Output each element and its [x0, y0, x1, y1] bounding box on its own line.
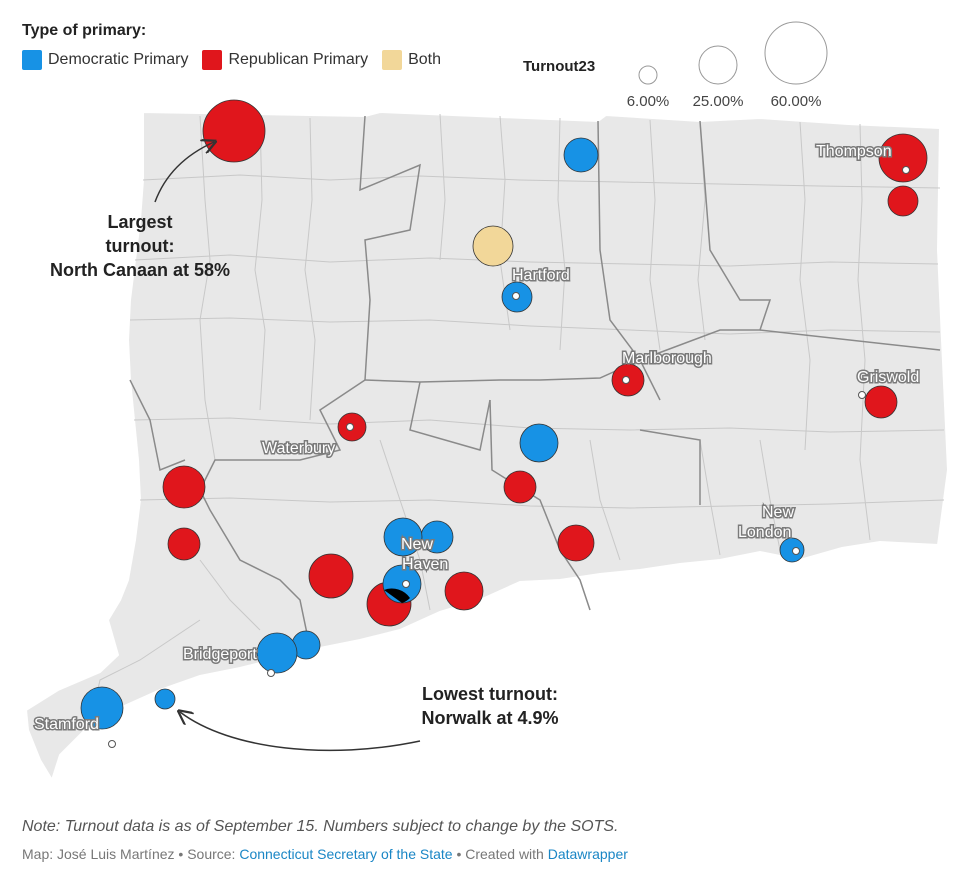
size-circle-large: [764, 21, 828, 85]
footer-middle: • Created with: [452, 846, 548, 862]
town-marker-democratic[interactable]: [383, 517, 423, 557]
turnout-note: Note: Turnout data is as of September 15…: [22, 818, 619, 835]
town-marker-bridgeport[interactable]: [256, 632, 298, 674]
footer-prefix: Map: José Luis Martínez • Source:: [22, 846, 240, 862]
city-dot-thompson: [902, 166, 910, 174]
callout-arrow-largest: [154, 142, 214, 203]
footer-credits: Map: José Luis Martínez • Source: Connec…: [22, 846, 628, 862]
size-circle-small: [638, 65, 658, 85]
town-marker-griswold[interactable]: [864, 385, 898, 419]
size-label-small: 6.00%: [626, 93, 670, 110]
callout-arrow-lowest: [180, 712, 421, 752]
town-marker-republican[interactable]: [444, 571, 484, 611]
town-marker-thompson[interactable]: [878, 133, 928, 183]
town-marker-republican[interactable]: [308, 553, 354, 599]
town-marker-republican[interactable]: [167, 527, 201, 561]
callout-lowest-line2: Norwalk at 4.9%: [421, 708, 559, 728]
callout-lowest-turnout: Lowest turnout: Norwalk at 4.9%: [400, 682, 580, 730]
label-thompson: Thompson: [816, 143, 892, 160]
datawrapper-link[interactable]: Datawrapper: [547, 846, 628, 862]
source-link[interactable]: Connecticut Secretary of the State: [239, 846, 453, 862]
city-dot-stamford: [108, 740, 116, 748]
callout-largest-line2: turnout:: [105, 236, 175, 256]
callout-largest-turnout: Largest turnout: North Canaan at 58%: [30, 210, 250, 282]
city-dot-waterbury: [346, 423, 354, 431]
label-waterbury: Waterbury: [262, 440, 335, 457]
town-marker-republican[interactable]: [887, 185, 919, 217]
overlap-region: [384, 588, 410, 603]
city-dot-new-haven: [402, 580, 410, 588]
republican-swatch: [202, 50, 223, 70]
county-boundaries: [129, 115, 941, 649]
town-marker-republican[interactable]: [162, 465, 206, 509]
legend-label-both: Both: [408, 51, 441, 68]
city-labels: Thompson Hartford Marlborough Griswold W…: [33, 142, 921, 735]
city-dot-marlborough: [622, 376, 630, 384]
callout-lowest-line1: Lowest turnout:: [422, 684, 558, 704]
legend-item-republican: Republican Primary: [202, 50, 368, 70]
size-legend-circles: [638, 21, 828, 85]
town-marker-democratic[interactable]: [519, 423, 559, 463]
democratic-swatch: [22, 50, 42, 70]
city-dot-new-london: [792, 547, 800, 555]
size-legend: 6.00% 25.00% 60.00%: [616, 18, 876, 118]
callout-largest-line1: Largest: [107, 212, 173, 232]
map-legend: Type of primary: Democratic Primary Repu…: [20, 18, 960, 118]
size-circle-medium: [698, 45, 738, 85]
label-new-haven-line1: New: [401, 536, 433, 553]
city-dots: [108, 166, 910, 748]
label-hartford: Hartford: [512, 267, 570, 284]
town-marker-republican[interactable]: [503, 470, 537, 504]
legend-title: Type of primary:: [22, 22, 147, 39]
label-stamford: Stamford: [34, 716, 99, 733]
both-swatch: [382, 50, 403, 70]
legend-categories: Democratic Primary Republican Primary Bo…: [22, 50, 455, 70]
label-bridgeport: Bridgeport: [183, 646, 257, 663]
city-dot-hartford: [512, 292, 520, 300]
town-marker-north-canaan[interactable]: [202, 99, 266, 163]
size-label-medium: 25.00%: [692, 93, 744, 110]
label-new-haven-line2: Haven: [402, 556, 448, 573]
legend-item-democratic: Democratic Primary: [22, 50, 188, 70]
town-marker-republican[interactable]: [557, 524, 595, 562]
label-griswold: Griswold: [857, 369, 919, 386]
legend-label-republican: Republican Primary: [228, 51, 369, 68]
size-label-large: 60.00%: [770, 93, 822, 110]
label-marlborough: Marlborough: [622, 350, 712, 367]
city-dot-bridgeport: [267, 669, 275, 677]
town-marker-norwalk[interactable]: [154, 688, 176, 710]
size-legend-title: Turnout23: [523, 58, 596, 75]
callout-largest-line3: North Canaan at 58%: [49, 260, 231, 280]
town-marker-both[interactable]: [472, 225, 514, 267]
label-new-london-line2: London: [738, 524, 791, 541]
town-marker-stamford[interactable]: [80, 686, 124, 730]
town-marker-democratic[interactable]: [563, 137, 599, 173]
label-new-london-line1: New: [762, 504, 794, 521]
turnout-circles: [80, 99, 928, 730]
legend-label-democratic: Democratic Primary: [48, 51, 189, 68]
legend-item-both: Both: [382, 50, 441, 70]
city-dot-griswold: [858, 391, 866, 399]
town-marker-new-london[interactable]: [779, 537, 805, 563]
